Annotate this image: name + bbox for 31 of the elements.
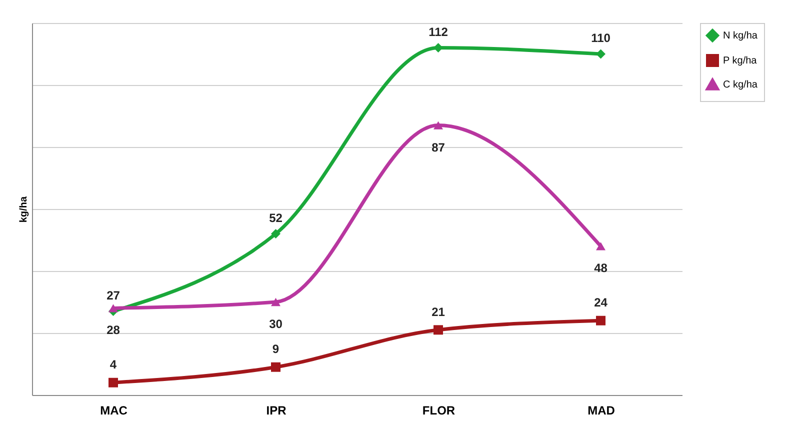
x-tick-label: MAD — [588, 404, 616, 418]
point — [434, 43, 443, 53]
data-label: 110 — [591, 31, 611, 45]
data-label: 112 — [428, 24, 448, 39]
point — [271, 229, 280, 239]
data-label: 21 — [432, 304, 446, 319]
y-axis-title: kg/ha — [18, 196, 30, 223]
x-tick-label: FLOR — [422, 404, 456, 418]
point — [108, 304, 118, 312]
data-label: 52 — [269, 210, 283, 225]
point — [596, 49, 606, 59]
x-tick-label: MAC — [100, 404, 128, 418]
point — [271, 298, 280, 306]
point — [434, 325, 443, 335]
data-label: 48 — [594, 261, 608, 276]
point — [108, 378, 118, 388]
data-label: 28 — [106, 323, 120, 338]
data-label: 27 — [106, 288, 120, 302]
data-label: 24 — [594, 296, 608, 310]
legend-label: N kg/ha — [723, 30, 758, 42]
point — [434, 121, 443, 130]
x-tick-label: IPR — [266, 404, 287, 418]
data-label: 87 — [432, 140, 446, 154]
legend-label: C kg/ha — [723, 80, 758, 90]
point — [596, 316, 606, 326]
data-label: 9 — [272, 342, 280, 356]
data-label: 30 — [269, 317, 283, 331]
point — [271, 362, 280, 372]
point — [596, 242, 606, 250]
legend-label: P kg/ha — [723, 56, 758, 66]
data-label: 4 — [110, 358, 117, 372]
